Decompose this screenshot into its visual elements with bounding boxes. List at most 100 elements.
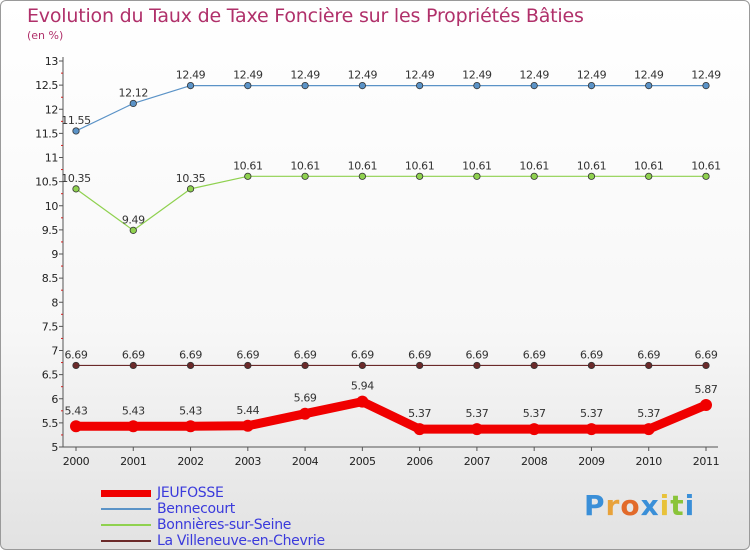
data-label: 10.61: [691, 159, 721, 172]
data-label: 12.49: [519, 69, 549, 82]
legend-swatch: [101, 540, 151, 542]
data-label: 10.35: [176, 172, 206, 185]
chart-title: Evolution du Taux de Taxe Foncière sur l…: [27, 5, 584, 27]
data-label: 11.55: [61, 114, 91, 127]
data-point: [585, 423, 598, 436]
data-point: [530, 172, 538, 180]
data-label: 6.69: [122, 348, 145, 361]
data-label: 12.49: [577, 69, 607, 82]
data-label: 5.44: [236, 404, 259, 417]
data-point: [186, 185, 195, 193]
logo-letter: o: [620, 489, 641, 522]
logo-letter: t: [670, 489, 685, 522]
legend-item: Bonnières-sur-Seine: [101, 517, 325, 533]
legend-label: La Villeneuve-en-Chevrie: [157, 533, 325, 549]
data-label: 5.37: [465, 407, 488, 420]
y-tick-label: 12.5: [35, 79, 58, 92]
data-point: [473, 172, 481, 180]
data-label: 5.37: [580, 407, 603, 420]
data-point: [244, 82, 252, 90]
data-point: [645, 361, 653, 370]
data-point: [72, 361, 80, 370]
x-tick-label: 2000: [63, 455, 90, 468]
data-point: [702, 82, 710, 90]
data-point: [129, 361, 137, 370]
data-point: [530, 82, 538, 90]
data-label: 6.69: [580, 348, 603, 361]
x-tick-label: 2011: [693, 455, 719, 468]
data-label: 5.43: [122, 404, 145, 417]
data-point: [642, 423, 655, 436]
y-tick-label: 5: [51, 441, 58, 454]
data-label: 10.61: [290, 159, 320, 172]
data-point: [473, 361, 481, 370]
x-tick-label: 2003: [235, 455, 262, 468]
data-label: 5.43: [179, 404, 202, 417]
data-point: [700, 399, 712, 412]
data-point: [129, 99, 137, 108]
x-tick-label: 2005: [349, 455, 376, 468]
data-label: 12.12: [119, 86, 149, 99]
x-tick-label: 2001: [120, 455, 146, 468]
data-point: [587, 172, 596, 180]
data-point: [356, 395, 369, 408]
data-point: [72, 185, 80, 193]
data-point: [301, 361, 309, 370]
data-point: [530, 361, 538, 370]
data-point: [72, 127, 80, 135]
data-point: [127, 420, 140, 433]
data-label: 5.37: [523, 407, 546, 420]
data-label: 6.69: [65, 348, 88, 361]
y-tick-label: 9.5: [42, 224, 59, 237]
data-label: 5.94: [351, 380, 374, 393]
data-label: 5.43: [65, 404, 88, 417]
data-point: [358, 82, 366, 90]
data-label: 10.61: [233, 159, 263, 172]
data-label: 12.49: [176, 69, 206, 82]
data-point: [416, 361, 424, 370]
proxiti-logo: Proxiti: [584, 489, 695, 522]
data-label: 9.49: [122, 213, 145, 226]
chart-subtitle: (en %): [27, 29, 64, 42]
data-label: 5.69: [294, 392, 317, 405]
data-label: 6.69: [294, 348, 317, 361]
x-tick-label: 2008: [521, 455, 548, 468]
y-tick-label: 10.5: [35, 176, 58, 189]
data-point: [702, 361, 710, 370]
logo-letter: x: [640, 489, 660, 522]
y-tick-label: 6: [51, 393, 58, 406]
data-point: [473, 82, 481, 90]
y-tick-label: 7: [51, 345, 58, 358]
x-tick-label: 2004: [292, 455, 319, 468]
data-label: 6.69: [695, 348, 718, 361]
y-tick-label: 5.5: [42, 417, 59, 430]
data-label: 6.69: [408, 348, 431, 361]
data-point: [299, 407, 312, 420]
data-label: 6.69: [637, 348, 660, 361]
x-tick-label: 2010: [636, 455, 663, 468]
series-line-jeufosse: [71, 397, 711, 434]
data-point: [186, 82, 195, 90]
legend-label: Bennecourt: [157, 501, 235, 517]
y-tick-label: 12: [45, 103, 58, 116]
data-point: [702, 172, 710, 180]
data-label: 6.69: [179, 348, 202, 361]
series-line-bonnieres-sur-seine: [75, 175, 707, 231]
x-tick-label: 2002: [177, 455, 203, 468]
y-tick-label: 8: [51, 296, 58, 309]
legend-item: Bennecourt: [101, 501, 325, 517]
data-label: 10.35: [61, 172, 91, 185]
data-label: 12.49: [462, 69, 492, 82]
logo-letter: r: [605, 489, 621, 522]
data-point: [70, 420, 82, 433]
data-label: 5.37: [408, 407, 431, 420]
legend-swatch: [101, 489, 151, 497]
chart-legend: JEUFOSSE Bennecourt Bonnières-sur-Seine La …: [101, 485, 325, 549]
data-label: 12.49: [233, 69, 263, 82]
data-label: 6.69: [351, 348, 374, 361]
data-point: [416, 172, 424, 180]
legend-label: JEUFOSSE: [157, 485, 224, 501]
data-label: 10.61: [577, 159, 607, 172]
data-label: 10.61: [348, 159, 378, 172]
